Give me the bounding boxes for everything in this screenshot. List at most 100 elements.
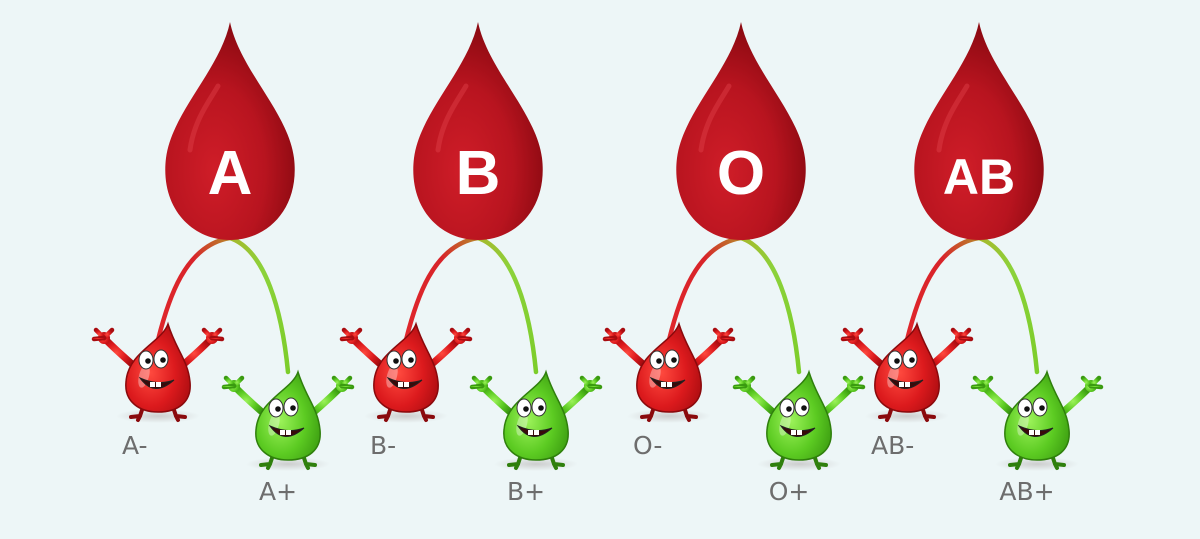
- right-arm: [821, 384, 855, 416]
- tooth: [404, 382, 409, 387]
- right-arm: [691, 336, 725, 368]
- right-arm: [558, 384, 592, 416]
- body: [766, 369, 832, 461]
- drop-highlight: [698, 83, 732, 153]
- right-hand: [331, 372, 355, 392]
- drop-highlight: [187, 83, 221, 153]
- rh-positive-label: B+: [507, 477, 545, 506]
- drop-shape: [914, 22, 1044, 240]
- rh-positive-character: [732, 369, 866, 471]
- rh-positive-label: AB+: [999, 477, 1054, 506]
- right-pupil: [160, 357, 166, 363]
- left-pupil: [786, 406, 792, 412]
- body: [636, 321, 702, 413]
- left-arm: [851, 336, 885, 368]
- right-pupil: [408, 357, 414, 363]
- right-arm: [310, 384, 344, 416]
- right-hand: [842, 372, 866, 392]
- body: [1004, 369, 1070, 461]
- left-arm: [981, 384, 1015, 416]
- tooth: [1029, 430, 1034, 435]
- tooth: [150, 382, 155, 387]
- body: [373, 321, 439, 413]
- body: [125, 321, 191, 413]
- positive-branch: [475, 235, 539, 375]
- rh-negative-label: A-: [122, 431, 148, 460]
- right-pupil: [671, 357, 677, 363]
- left-pupil: [393, 358, 399, 364]
- right-pupil: [801, 405, 807, 411]
- negative-branch: [155, 235, 233, 343]
- left-hand: [732, 372, 756, 392]
- right-hand: [201, 324, 225, 344]
- blood-drop-icon: [165, 22, 295, 240]
- right-arm: [929, 336, 963, 368]
- left-hand: [840, 324, 864, 344]
- rh-negative-label: O-: [633, 431, 662, 460]
- left-pupil: [145, 358, 151, 364]
- drop-highlight: [936, 83, 970, 153]
- negative-branch: [666, 235, 744, 343]
- negative-branch: [403, 235, 481, 343]
- drop-highlight: [435, 83, 469, 153]
- tooth: [661, 382, 666, 387]
- left-hand: [970, 372, 994, 392]
- tooth: [667, 382, 672, 387]
- blood-type-letter: A: [208, 139, 253, 208]
- left-hand: [221, 372, 245, 392]
- tooth: [156, 382, 161, 387]
- rh-negative-character: [840, 321, 974, 423]
- right-pupil: [290, 405, 296, 411]
- rh-negative-character: [339, 321, 473, 423]
- left-arm: [102, 336, 136, 368]
- rh-negative-label: B-: [370, 431, 396, 460]
- blood-type-letter: O: [717, 139, 765, 208]
- tooth: [534, 430, 539, 435]
- tooth: [286, 430, 291, 435]
- body: [874, 321, 940, 413]
- rh-negative-label: AB-: [871, 431, 914, 460]
- left-arm: [480, 384, 514, 416]
- tooth: [528, 430, 533, 435]
- blood-group-b: B B- B+: [339, 22, 603, 506]
- rh-positive-character: [469, 369, 603, 471]
- drop-shape: [413, 22, 543, 240]
- rh-positive-character: [970, 369, 1104, 471]
- left-arm: [613, 336, 647, 368]
- right-arm: [1059, 384, 1093, 416]
- right-pupil: [1039, 405, 1045, 411]
- right-hand: [712, 324, 736, 344]
- left-arm: [232, 384, 266, 416]
- blood-group-a: A A- A+: [91, 22, 355, 506]
- body: [255, 369, 321, 461]
- blood-group-o: O O- O+: [602, 22, 866, 506]
- blood-type-letter: B: [456, 139, 501, 208]
- right-pupil: [538, 405, 544, 411]
- tooth: [791, 430, 796, 435]
- right-hand: [449, 324, 473, 344]
- tooth: [797, 430, 802, 435]
- negative-branch: [904, 235, 982, 343]
- right-pupil: [909, 357, 915, 363]
- right-arm: [180, 336, 214, 368]
- left-hand: [602, 324, 626, 344]
- rh-negative-character: [602, 321, 736, 423]
- positive-branch: [227, 235, 291, 375]
- left-arm: [743, 384, 777, 416]
- body: [503, 369, 569, 461]
- tooth: [1035, 430, 1040, 435]
- rh-positive-label: O+: [769, 477, 810, 506]
- left-hand: [91, 324, 115, 344]
- right-hand: [579, 372, 603, 392]
- blood-group-ab: AB AB- AB+: [840, 22, 1104, 506]
- left-pupil: [275, 406, 281, 412]
- right-hand: [950, 324, 974, 344]
- positive-branch: [738, 235, 802, 375]
- rh-negative-character: [91, 321, 225, 423]
- left-hand: [339, 324, 363, 344]
- blood-type-letter: AB: [943, 149, 1015, 205]
- left-pupil: [1024, 406, 1030, 412]
- tooth: [398, 382, 403, 387]
- left-hand: [469, 372, 493, 392]
